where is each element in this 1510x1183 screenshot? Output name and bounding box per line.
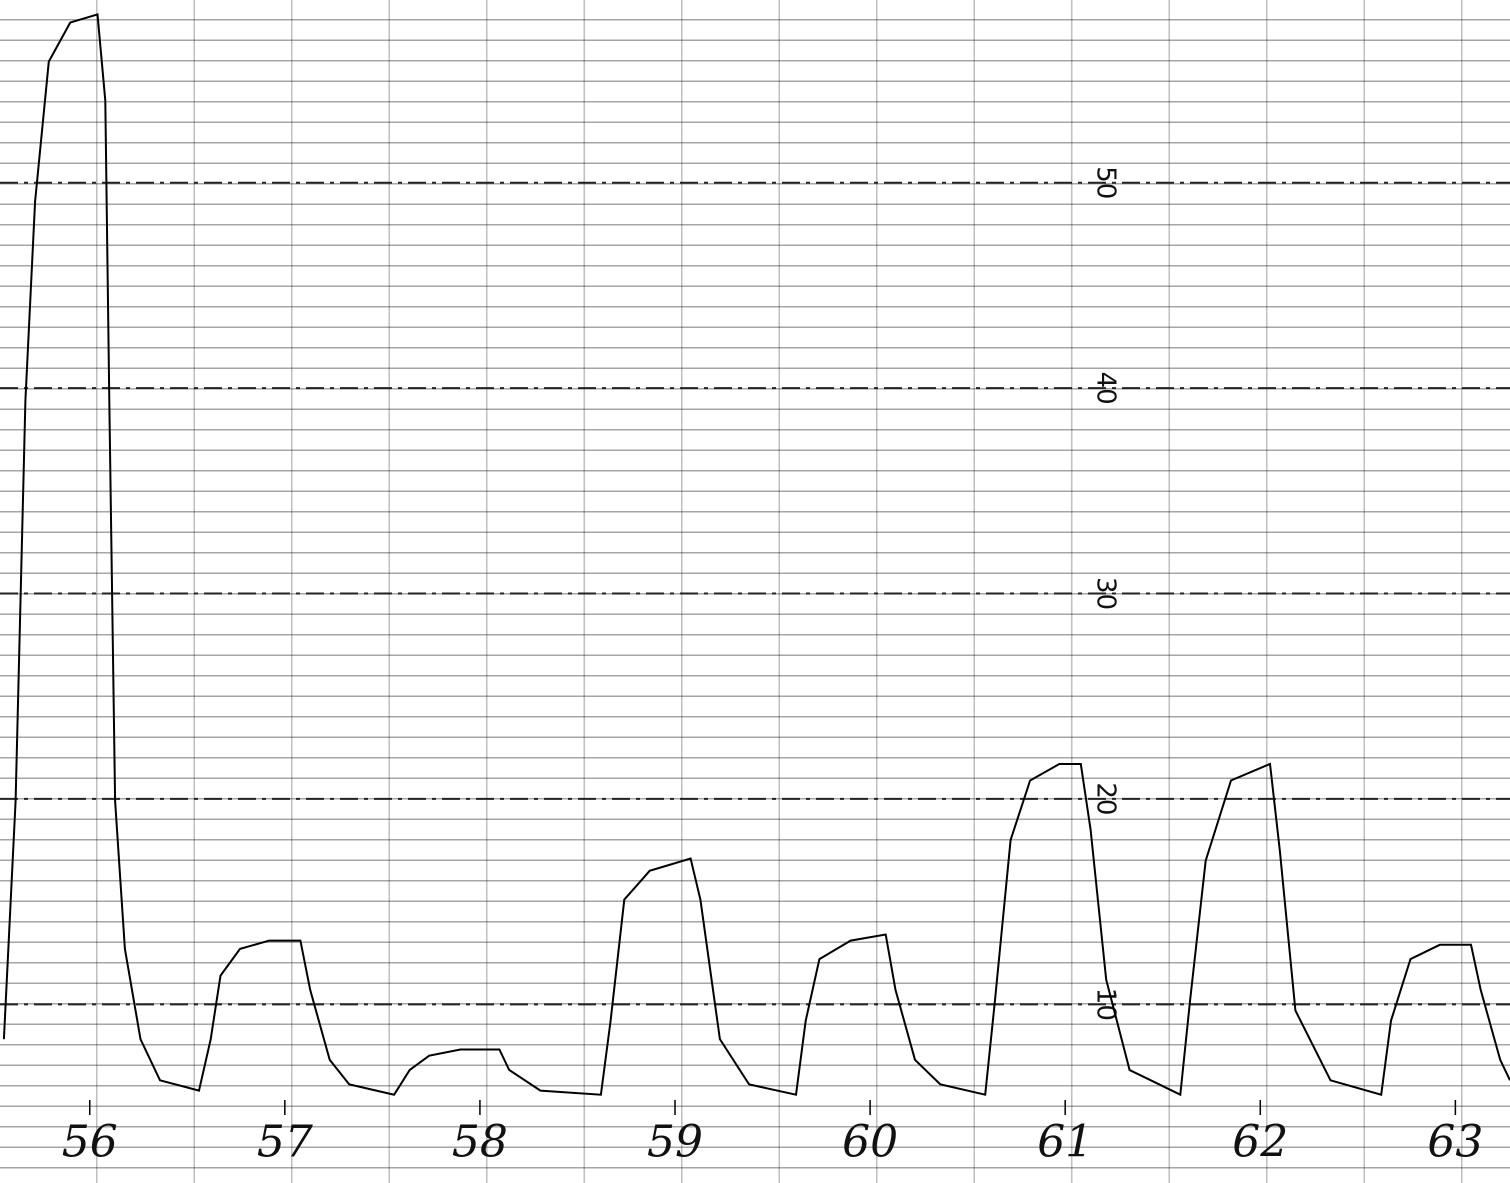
x-tick-label: 58	[452, 1117, 508, 1168]
x-tick-label: 56	[62, 1117, 118, 1168]
x-tick-label: 63	[1427, 1117, 1483, 1168]
y-tick-label: 30	[1091, 577, 1121, 610]
y-tick-label: 50	[1091, 166, 1121, 199]
trace-line	[2, 13, 1510, 1097]
x-tick-label: 62	[1232, 1117, 1288, 1168]
x-tick-label: 57	[257, 1117, 313, 1168]
x-tick-label: 59	[647, 1117, 703, 1168]
y-tick-label: 40	[1091, 372, 1121, 405]
y-tick-label: 20	[1091, 782, 1121, 815]
x-tick-label: 61	[1037, 1117, 1093, 1168]
x-tick-label: 60	[842, 1117, 898, 1168]
